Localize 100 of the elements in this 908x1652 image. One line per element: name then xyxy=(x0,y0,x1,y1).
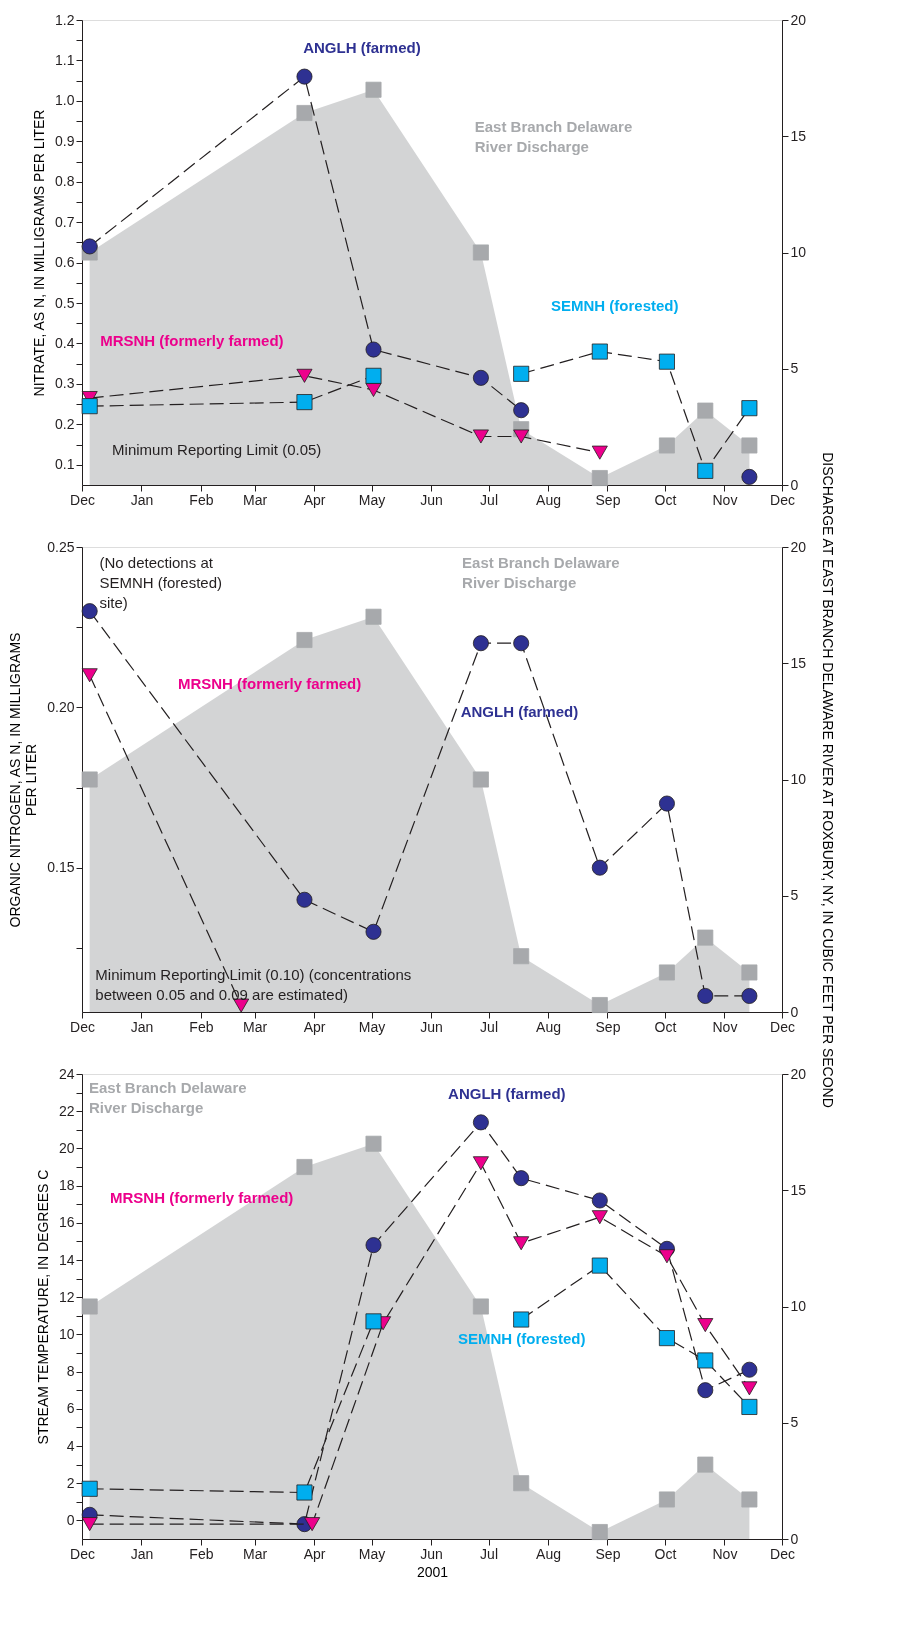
x-tick-label: Feb xyxy=(189,491,214,508)
point xyxy=(741,964,758,981)
text: MRSNH (formerly farmed) xyxy=(177,675,362,693)
point xyxy=(472,1298,489,1315)
point xyxy=(591,1257,608,1274)
point xyxy=(658,353,675,370)
y2-tick-label: 15 xyxy=(790,127,807,144)
series-label: ANGLH (farmed) xyxy=(303,38,421,56)
x-tick-label: Jun xyxy=(420,1018,443,1035)
point xyxy=(741,1491,758,1508)
x-tick-label: Mar xyxy=(243,1545,268,1562)
annotation: Minimum Reporting Limit (0.10) (concentrations between 0.05 and 0.09 are estimated) xyxy=(95,965,412,1003)
point xyxy=(513,1475,530,1492)
x-tick-label: Jan xyxy=(130,1545,154,1562)
point xyxy=(296,891,313,908)
point xyxy=(513,1236,530,1251)
point xyxy=(741,1398,758,1415)
y-tick-label: 0.3 xyxy=(55,375,75,392)
x-axis-title: 2001 xyxy=(416,1563,449,1580)
y-tick-label: 4 xyxy=(66,1437,75,1454)
y-tick-label: 24 xyxy=(58,1065,75,1082)
x-tick-label: Dec xyxy=(70,491,95,508)
x-tick-label: Dec xyxy=(770,1545,795,1562)
point xyxy=(591,445,608,460)
point xyxy=(296,68,313,85)
x-tick-label: May xyxy=(358,1018,386,1035)
y-tick-label: 20 xyxy=(58,1139,75,1156)
series-label: MRSNH (formerly farmed) xyxy=(100,331,284,349)
y-tick-label: 16 xyxy=(58,1214,75,1231)
y-tick-label: 0.20 xyxy=(47,698,75,715)
y2-tick-label: 20 xyxy=(790,11,807,28)
y-axis-title: ORGANIC NITROGEN, AS N, IN MILLIGRAMS PER LITER xyxy=(7,632,40,928)
y-tick-label: 1.2 xyxy=(55,11,75,28)
y-tick-label: 0 xyxy=(66,1511,75,1528)
point xyxy=(658,1491,675,1508)
y-axis-title: NITRATE, AS N, IN MILLIGRAMS PER LITER xyxy=(31,109,48,397)
point xyxy=(365,1313,382,1330)
point xyxy=(741,1361,758,1378)
point xyxy=(365,608,382,625)
point xyxy=(365,923,382,940)
x-tick-label: Dec xyxy=(770,491,795,508)
y2-tick-label: 5 xyxy=(790,360,799,377)
x-tick-label: Dec xyxy=(70,1545,95,1562)
y-tick-label: 10 xyxy=(58,1325,75,1342)
series-label: ANGLH (farmed) xyxy=(460,703,579,721)
annotation: (No detections at SEMNH (forested) site) xyxy=(99,554,223,612)
text: East Branch Delaware River Discharge xyxy=(462,554,620,592)
point xyxy=(81,398,98,415)
point xyxy=(81,1480,98,1497)
point xyxy=(296,1484,313,1501)
point xyxy=(513,365,530,382)
y2-tick-label: 0 xyxy=(790,1003,799,1020)
y2-tick-label: 10 xyxy=(790,771,807,787)
point xyxy=(296,1159,313,1175)
y-tick-label: 1.0 xyxy=(55,92,75,109)
point xyxy=(472,771,489,788)
x-tick-label: Mar xyxy=(243,1018,268,1035)
y2-tick-label: 15 xyxy=(790,654,807,671)
x-tick-label: Oct xyxy=(654,1545,677,1562)
x-tick-label: Dec xyxy=(70,1018,95,1035)
x-tick-label: Mar xyxy=(243,491,268,508)
x-tick-label: Oct xyxy=(654,491,677,508)
y-tick-label: 18 xyxy=(58,1177,75,1194)
y-axis-title: STREAM TEMPERATURE, IN DEGREES C xyxy=(34,1169,51,1445)
point xyxy=(741,1381,758,1396)
y-tick-label: 0.15 xyxy=(47,859,75,876)
point xyxy=(365,367,382,384)
point xyxy=(591,1524,608,1541)
y-tick-label: 0.25 xyxy=(47,538,75,555)
point xyxy=(304,1517,321,1532)
point xyxy=(697,1456,714,1473)
point xyxy=(472,369,489,386)
y-tick-label: 0.2 xyxy=(55,415,75,432)
point xyxy=(296,394,313,411)
point xyxy=(472,1156,489,1171)
point xyxy=(697,1352,714,1369)
y-tick-label: 0.7 xyxy=(55,213,75,230)
x-tick-label: Aug xyxy=(536,1018,561,1035)
x-tick-label: Nov xyxy=(712,491,738,508)
y-tick-label: 0.5 xyxy=(55,294,75,311)
point xyxy=(591,470,608,487)
point xyxy=(741,437,758,454)
x-tick-label: Jun xyxy=(420,1545,443,1562)
x-tick-label: Apr xyxy=(303,1545,326,1562)
y-tick-label: 0.8 xyxy=(55,173,75,190)
point xyxy=(472,1114,489,1131)
point xyxy=(513,429,530,444)
point xyxy=(658,795,675,812)
x-tick-label: Feb xyxy=(189,1545,214,1562)
point xyxy=(513,635,530,652)
y2-tick-label: 20 xyxy=(790,1065,807,1082)
point xyxy=(591,997,608,1014)
point xyxy=(591,1210,608,1225)
point xyxy=(697,1318,714,1333)
x-tick-label: Apr xyxy=(303,491,326,508)
x-tick-label: Nov xyxy=(712,1018,738,1035)
y-tick-label: 2 xyxy=(66,1474,75,1491)
y-tick-label: 0.1 xyxy=(55,456,75,473)
x-tick-label: Jun xyxy=(420,491,443,508)
point xyxy=(591,859,608,876)
